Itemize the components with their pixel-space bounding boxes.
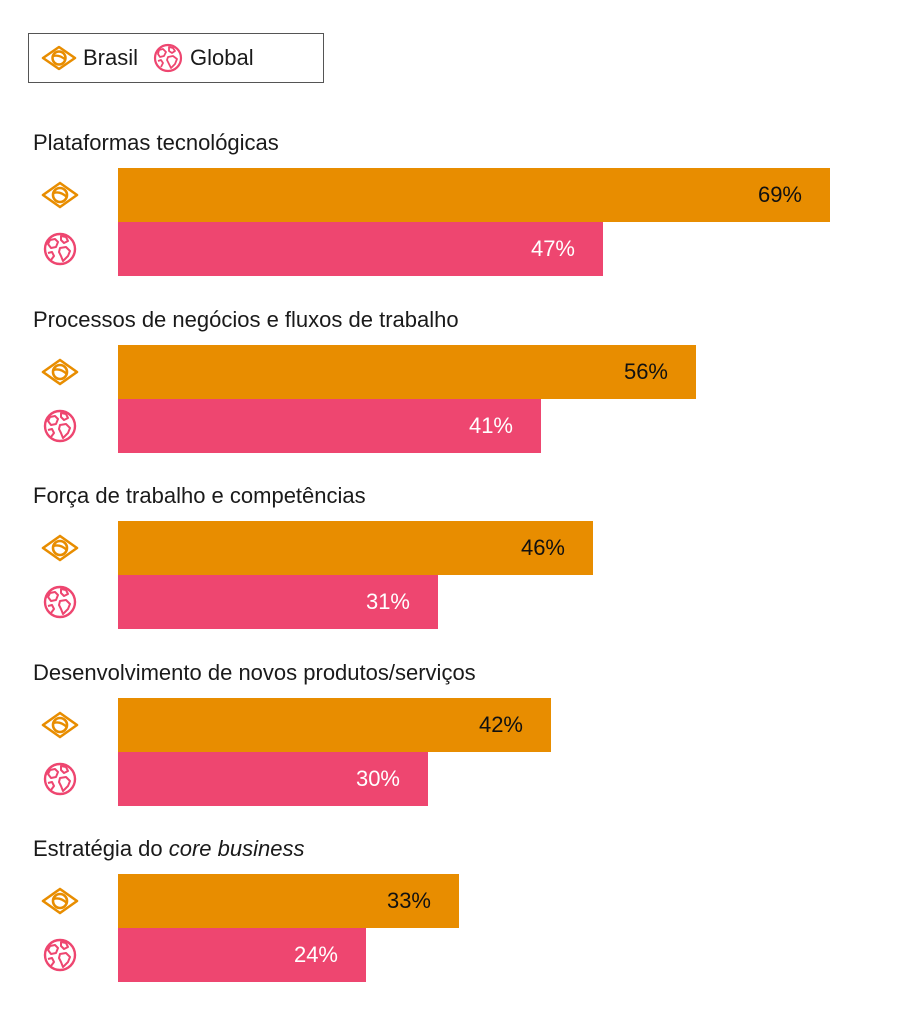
category-label: Plataformas tecnológicas — [33, 130, 279, 156]
category-label: Estratégia do core business — [33, 836, 305, 862]
bar-global — [118, 222, 603, 276]
legend-label-brasil: Brasil — [83, 45, 139, 70]
bar-brasil — [118, 345, 696, 399]
globe-icon — [153, 43, 183, 73]
category-label: Processos de negócios e fluxos de trabal… — [33, 307, 459, 333]
bar-value-brasil: 33% — [386, 888, 431, 913]
legend: Brasil Global — [28, 33, 324, 83]
brazil-flag-icon — [40, 352, 80, 392]
globe-icon — [40, 406, 80, 446]
brazil-flag-icon — [40, 705, 80, 745]
brazil-flag-icon — [41, 45, 77, 71]
bar-value-global: 30% — [355, 766, 400, 791]
globe-icon — [40, 582, 80, 622]
category-label-part: Processos de negócios e fluxos de trabal… — [33, 307, 459, 332]
category-label-part: Força de trabalho e competências — [33, 483, 366, 508]
bar-value-brasil: 42% — [478, 712, 523, 737]
category-label-part: Plataformas tecnológicas — [33, 130, 279, 155]
bar-value-global: 41% — [468, 413, 513, 438]
bar-value-global: 31% — [365, 589, 410, 614]
bar-global — [118, 575, 438, 629]
category-label: Desenvolvimento de novos produtos/serviç… — [33, 660, 476, 686]
bar-brasil — [118, 168, 830, 222]
brazil-flag-icon — [40, 528, 80, 568]
legend-item-brasil: Brasil — [41, 45, 138, 71]
bar-value-brasil: 69% — [757, 182, 802, 207]
bar-value-global: 24% — [293, 942, 338, 967]
bar-global — [118, 399, 541, 453]
globe-icon — [40, 935, 80, 975]
bar-value-brasil: 46% — [520, 535, 565, 560]
category-label-italic-part: core business — [168, 836, 305, 861]
category-label: Força de trabalho e competências — [33, 483, 366, 509]
brazil-flag-icon — [40, 175, 80, 215]
bar-brasil — [118, 874, 459, 928]
bar-brasil — [118, 698, 551, 752]
bar-value-brasil: 56% — [623, 359, 668, 384]
legend-label-global: Global — [190, 45, 254, 70]
category-label-part: Desenvolvimento de novos produtos/serviç… — [33, 660, 476, 685]
bar-global — [118, 752, 428, 806]
category-label-part: Estratégia do — [33, 836, 169, 861]
globe-icon — [40, 229, 80, 269]
bar-brasil — [118, 521, 593, 575]
bar-value-global: 47% — [530, 236, 575, 261]
legend-item-global: Global — [152, 42, 254, 74]
brazil-flag-icon — [40, 881, 80, 921]
bar-global — [118, 928, 366, 982]
globe-icon — [40, 759, 80, 799]
